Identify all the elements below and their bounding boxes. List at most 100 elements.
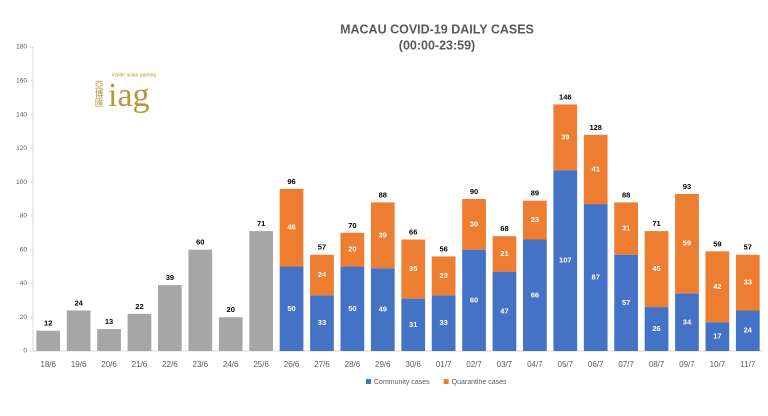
total-label: 146 xyxy=(559,92,572,101)
x-tick-label: 08/7 xyxy=(649,360,665,369)
total-label: 60 xyxy=(196,238,204,247)
total-label: 57 xyxy=(744,243,752,252)
x-tick-label: 04/7 xyxy=(527,360,543,369)
bar-segment xyxy=(523,239,547,351)
segment-label: 24 xyxy=(318,270,327,279)
bar-segment xyxy=(279,266,304,351)
bar-segment xyxy=(583,134,608,205)
bar-segment xyxy=(735,254,760,311)
y-tick-label: 180 xyxy=(16,44,27,51)
x-tick-label: 30/6 xyxy=(405,360,421,369)
legend-label: Community cases xyxy=(374,379,430,386)
bar-segment xyxy=(705,251,730,323)
segment-label: 20 xyxy=(348,245,356,254)
x-tick-label: 27/6 xyxy=(314,360,330,369)
total-label: 68 xyxy=(500,224,508,233)
segment-label: 57 xyxy=(622,298,630,307)
x-tick-label: 07/7 xyxy=(618,360,634,369)
total-label: 59 xyxy=(713,239,721,248)
bar-segment xyxy=(644,231,669,308)
total-label: 71 xyxy=(257,219,265,228)
y-tick-label: 40 xyxy=(20,280,28,287)
bar-segment xyxy=(370,268,395,351)
x-tick-label: 19/6 xyxy=(71,360,87,369)
segment-label: 26 xyxy=(652,324,660,333)
bar-segment xyxy=(705,322,730,351)
total-label: 22 xyxy=(135,302,143,311)
segment-label: 33 xyxy=(439,318,447,327)
bar-segment xyxy=(279,188,304,267)
total-label: 66 xyxy=(409,228,417,237)
y-tick-label: 100 xyxy=(16,179,27,186)
bar-segment xyxy=(492,271,517,351)
bar-segment xyxy=(431,256,456,296)
x-tick-label: 18/6 xyxy=(40,360,56,369)
bar-segment xyxy=(462,199,486,250)
segment-label: 33 xyxy=(318,318,326,327)
legend-swatch xyxy=(366,379,371,384)
total-label: 24 xyxy=(74,298,83,307)
bar-segment xyxy=(553,170,578,351)
segment-label: 23 xyxy=(439,271,447,280)
logo: 亞博匯 inside asian gaming iag xyxy=(94,72,157,113)
segment-label: 47 xyxy=(500,306,508,315)
bar-segment xyxy=(675,193,699,294)
segment-label: 60 xyxy=(470,295,478,304)
segment-label: 87 xyxy=(592,273,600,282)
bar-segment xyxy=(340,266,365,351)
x-tick-label: 28/6 xyxy=(345,360,361,369)
segment-label: 59 xyxy=(683,239,691,248)
y-tick-label: 120 xyxy=(16,145,27,152)
legend-swatch xyxy=(443,379,449,384)
logo-name: iag xyxy=(108,77,150,114)
x-tick-label: 09/7 xyxy=(679,360,695,369)
bar-segment xyxy=(583,204,608,351)
segment-label: 30 xyxy=(470,219,478,228)
bar-segment xyxy=(36,330,61,351)
chart-title: MACAU COVID-19 DAILY CASES xyxy=(340,22,534,36)
y-tick-label: 80 xyxy=(20,213,28,220)
total-label: 96 xyxy=(287,177,295,186)
total-label: 20 xyxy=(227,305,235,314)
bar-segment xyxy=(523,200,547,240)
total-label: 90 xyxy=(470,187,478,196)
y-tick-label: 0 xyxy=(23,348,27,355)
x-tick-label: 24/6 xyxy=(223,360,239,369)
y-tick-label: 140 xyxy=(16,111,27,118)
bar-segment xyxy=(492,236,517,272)
bar-segment xyxy=(340,232,365,267)
segment-label: 49 xyxy=(379,305,387,314)
total-label: 39 xyxy=(166,273,174,282)
segment-label: 24 xyxy=(744,326,753,335)
segment-label: 31 xyxy=(622,224,630,233)
x-tick-label: 10/7 xyxy=(710,360,726,369)
segment-label: 42 xyxy=(713,282,721,291)
segment-label: 17 xyxy=(713,332,721,341)
segment-label: 34 xyxy=(683,317,692,326)
segment-label: 46 xyxy=(287,223,295,232)
segment-label: 23 xyxy=(531,215,539,224)
bar-segment xyxy=(127,313,152,351)
x-tick-label: 02/7 xyxy=(466,360,482,369)
logo-chinese: 亞博匯 xyxy=(94,80,104,107)
total-label: 12 xyxy=(44,319,52,328)
bar-segment xyxy=(188,249,213,351)
y-tick-label: 60 xyxy=(20,246,28,253)
segment-label: 41 xyxy=(592,164,600,173)
segment-label: 50 xyxy=(348,304,356,313)
legend-label: Quarantine cases xyxy=(452,379,507,386)
bar-segment xyxy=(614,254,638,351)
bar-segment xyxy=(462,249,486,351)
total-label: 88 xyxy=(379,190,387,199)
bar-segment xyxy=(644,307,669,351)
total-label: 70 xyxy=(348,221,356,230)
x-tick-label: 20/6 xyxy=(101,360,117,369)
x-tick-label: 03/7 xyxy=(497,360,513,369)
segment-label: 33 xyxy=(744,278,752,287)
total-label: 89 xyxy=(531,189,539,198)
segment-label: 45 xyxy=(652,264,660,273)
total-label: 88 xyxy=(622,190,630,199)
bar-segment xyxy=(310,295,334,351)
total-label: 56 xyxy=(439,244,447,253)
bar-segment xyxy=(218,317,243,351)
